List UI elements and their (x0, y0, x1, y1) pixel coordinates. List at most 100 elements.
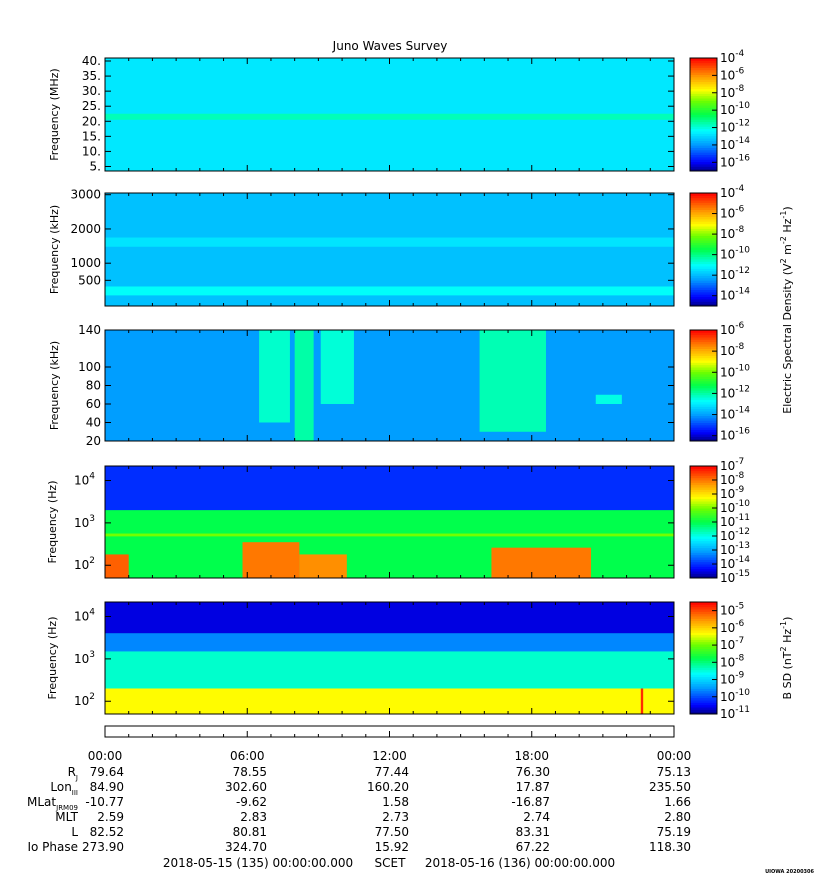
colorbar-segment (690, 431, 717, 435)
colorbar-tick-label: 10-12 (720, 384, 750, 400)
colorbar-segment (690, 211, 717, 215)
colorbar-segment (690, 655, 717, 659)
colorbar-segment (690, 138, 717, 141)
panel-2: 500 1000 2000 3000 Frequency (kHz) 10-4 10-6 10… (48, 184, 794, 414)
y-tick-label: 102 (74, 556, 95, 572)
y-tick-label: 5. (90, 159, 101, 173)
colorbar-segment (690, 526, 717, 530)
time-tick-label: 12:00 (372, 749, 407, 763)
ephemeris-value: 15.92 (375, 840, 409, 854)
colorbar-segment (690, 466, 717, 469)
ephemeris-value: 77.50 (375, 825, 409, 839)
colorbar-segment (690, 648, 717, 652)
ephemeris-value: 80.81 (233, 825, 267, 839)
colorbar-segment (690, 543, 717, 546)
y-tick-label: 20 (86, 434, 101, 448)
colorbar-segment (690, 360, 717, 363)
spectrogram-feature (105, 237, 674, 247)
colorbar-tick-label: 10-14 (720, 555, 750, 571)
ephemeris-row-label: MLT (55, 810, 78, 824)
colorbar-segment (690, 147, 717, 151)
colorbar-segment (690, 373, 717, 377)
colorbar-tick-label: 10-9 (720, 671, 745, 687)
colorbar-tick-label: 10-10 (720, 101, 750, 117)
time-tick-label: 06:00 (230, 749, 265, 763)
colorbar-segment (690, 202, 717, 206)
colorbar-segment (690, 681, 717, 685)
colorbar-segment (690, 399, 717, 403)
colorbar-segment (690, 401, 717, 405)
colorbar-segment (690, 142, 717, 146)
spectrogram-feature (105, 113, 674, 120)
colorbar-segment (690, 496, 717, 500)
colorbar-tick-label: 10-7 (720, 636, 744, 652)
colorbar-segment (690, 371, 717, 375)
colorbar-segment (690, 247, 717, 250)
colorbar-segment (690, 665, 717, 668)
colorbar-tick-label: 10-14 (720, 287, 750, 303)
spectrogram-feature (320, 330, 354, 404)
y-tick-label: 25. (82, 99, 101, 113)
colorbar-segment (690, 98, 717, 101)
colorbar-segment (690, 225, 717, 229)
colorbar-segment (690, 415, 717, 419)
colorbar-label: B SD (nT2 Hz-1) (779, 617, 794, 700)
colorbar-segment (690, 218, 717, 222)
colorbar-tick-label: 10-8 (720, 342, 745, 358)
ephemeris-value: 77.44 (375, 765, 409, 779)
colorbar-tick-label: 10-9 (720, 485, 745, 501)
colorbar-segment (690, 571, 717, 574)
colorbar-segment (690, 343, 717, 347)
colorbar-segment (690, 233, 717, 236)
colorbar-tick-label: 10-13 (720, 541, 750, 557)
colorbar-segment (690, 693, 717, 696)
colorbar-segment (690, 408, 717, 412)
colorbar-segment (690, 209, 717, 213)
colorbar-segment (690, 362, 717, 366)
colorbar-segment (690, 632, 717, 636)
colorbar-tick-label: 10-10 (720, 363, 750, 379)
colorbar-segment (690, 480, 717, 483)
colorbar-segment (690, 100, 717, 104)
y-tick-label: 35. (82, 69, 101, 83)
colorbar-segment (690, 303, 717, 307)
colorbar-segment (690, 163, 717, 167)
time-axis: 00:00 06:00 12:00 18:00 00:00 (88, 725, 691, 763)
colorbar-segment (690, 355, 717, 359)
colorbar-segment (690, 667, 717, 671)
y-tick-label: 40 (86, 416, 101, 430)
colorbar-segment (690, 470, 717, 474)
colorbar-segment (690, 644, 717, 647)
colorbar-segment (690, 90, 717, 94)
colorbar-segment (690, 561, 717, 565)
ephemeris-value: 84.90 (90, 780, 124, 794)
colorbar-segment (690, 296, 717, 300)
colorbar-tick-label: 10-8 (720, 84, 745, 100)
colorbar-segment (690, 369, 717, 373)
colorbar-tick-label: 10-7 (720, 457, 744, 473)
colorbar-segment (690, 214, 717, 218)
colorbar-segment (690, 688, 717, 692)
y-tick-label: 40. (82, 54, 101, 68)
colorbar-tick-label: 10-6 (720, 321, 745, 337)
ephemeris-value: 1.66 (664, 795, 691, 809)
colorbar-segment (690, 291, 717, 295)
colorbar-segment (690, 256, 717, 260)
colorbar-tick-label: 10-12 (720, 119, 750, 135)
colorbar-segment (690, 116, 717, 120)
colorbar-segment (690, 545, 717, 549)
y-tick-label: 80 (86, 379, 101, 393)
colorbar-segment (690, 161, 717, 165)
colorbar-segment (690, 67, 717, 71)
colorbar-tick-label: 10-5 (720, 602, 744, 618)
colorbar-segment (690, 564, 717, 567)
y-tick-label: 15. (82, 129, 101, 143)
colorbar-segment (690, 568, 717, 572)
colorbar-segment (690, 154, 717, 158)
colorbar-tick-label: 10-15 (720, 569, 750, 585)
colorbar-segment (690, 611, 717, 615)
colorbar-segment (690, 438, 717, 442)
colorbar-segment (690, 332, 717, 336)
spectrogram-feature (105, 554, 129, 578)
colorbar-segment (690, 658, 717, 661)
